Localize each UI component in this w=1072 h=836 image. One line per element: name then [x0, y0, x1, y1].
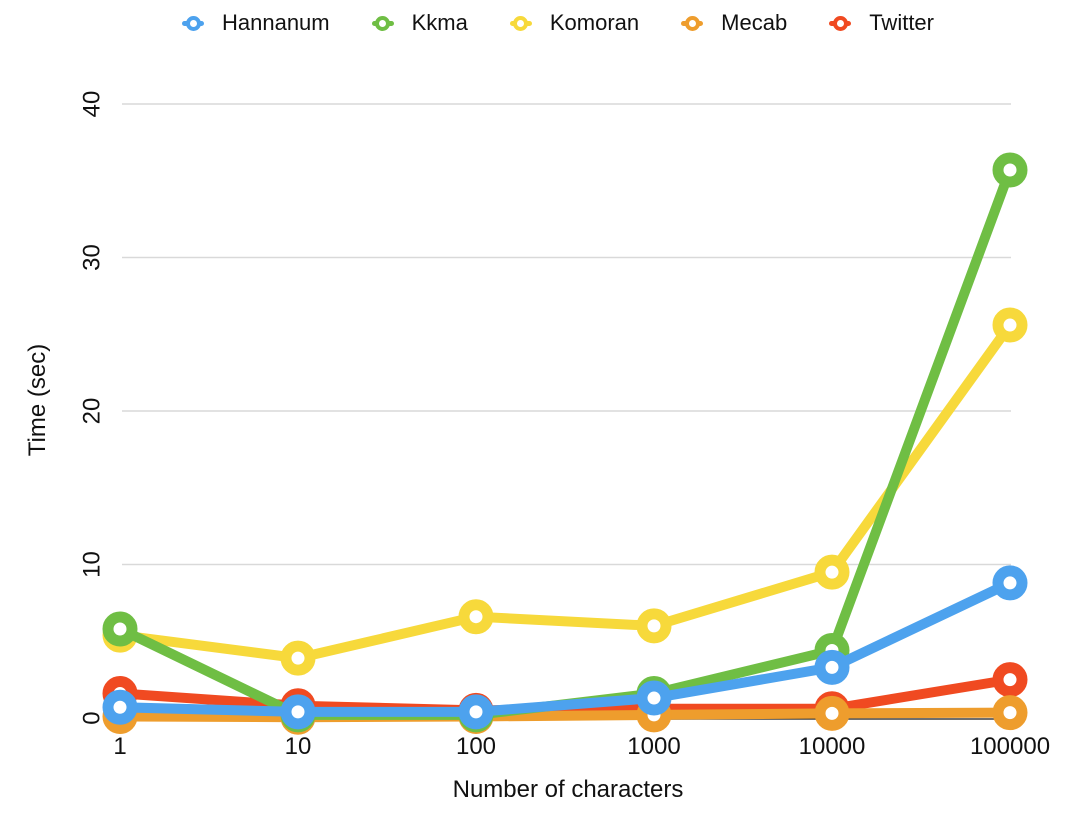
x-tick-label: 1 [113, 733, 126, 760]
legend-ring-icon [185, 15, 201, 31]
data-point-marker-komoran [814, 554, 850, 590]
legend-item-twitter: Twitter [829, 10, 934, 36]
data-point-marker-hannanum [992, 565, 1028, 601]
data-point-marker-hannanum [814, 649, 850, 685]
data-point-marker-komoran [280, 640, 316, 676]
legend-marker-icon [371, 15, 394, 31]
legend-marker-icon [509, 15, 532, 31]
legend-ring-icon [832, 15, 848, 31]
data-point-marker-komoran [992, 307, 1028, 343]
legend-item-kkma: Kkma [371, 10, 468, 36]
data-point-marker-mecab [814, 695, 850, 731]
data-point-marker-mecab [992, 695, 1028, 731]
legend-item-label: Komoran [549, 10, 640, 35]
y-tick-label: 0 [79, 711, 106, 724]
y-tick-label: 30 [79, 244, 106, 271]
x-axis-title: Number of characters [452, 776, 684, 803]
x-tick-label: 10 [285, 733, 312, 760]
data-point-marker-kkma [102, 611, 138, 647]
data-point-marker-komoran [458, 599, 494, 635]
data-point-marker-hannanum [458, 694, 494, 730]
legend-ring-icon [513, 15, 529, 31]
legend: Hannanum Kkma Komoran Mecab Twitter [181, 10, 934, 36]
y-tick-label: 10 [79, 551, 106, 578]
data-point-marker-hannanum [102, 689, 138, 725]
legend-marker-icon [829, 15, 852, 31]
series-line-hannanum [115, 577, 1015, 717]
data-point-marker-komoran [636, 608, 672, 644]
series-line-komoran [115, 320, 1015, 664]
legend-ring-icon [375, 15, 391, 31]
x-tick-label: 100000 [970, 733, 1050, 760]
data-point-marker-twitter [992, 662, 1028, 698]
series-line-kkma [115, 165, 1015, 720]
legend-item-label: Twitter [869, 10, 935, 35]
y-tick-label: 20 [79, 398, 106, 425]
series-line-mecab [115, 707, 1015, 723]
legend-marker-icon [181, 15, 204, 31]
data-point-marker-hannanum [636, 680, 672, 716]
legend-item-hannanum: Hannanum [181, 10, 330, 36]
y-axis-title: Time (sec) [24, 343, 51, 457]
x-tick-label: 10000 [799, 733, 866, 760]
y-tick-label: 40 [79, 91, 106, 118]
data-point-marker-kkma [992, 152, 1028, 188]
legend-item-label: Kkma [411, 10, 468, 35]
legend-ring-icon [684, 15, 700, 31]
x-tick-label: 1000 [627, 733, 680, 760]
legend-item-komoran: Komoran [509, 10, 640, 36]
x-tick-label: 100 [456, 733, 496, 760]
legend-item-label: Hannanum [221, 10, 330, 35]
legend-item-label: Mecab [721, 10, 788, 35]
legend-item-mecab: Mecab [681, 10, 787, 36]
data-point-marker-hannanum [280, 694, 316, 730]
legend-marker-icon [681, 15, 704, 31]
